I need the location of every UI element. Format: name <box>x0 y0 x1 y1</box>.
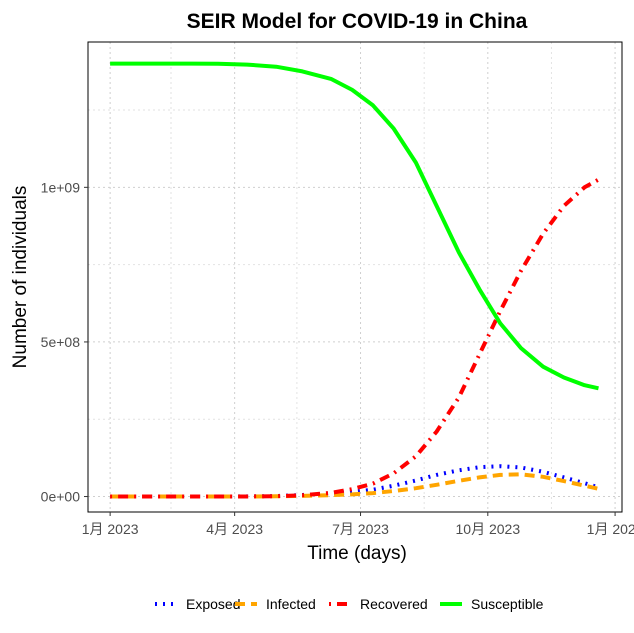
y-tick-label: 5e+08 <box>41 334 81 350</box>
y-axis: 0e+00 5e+08 1e+09 <box>41 179 88 505</box>
legend-label-susceptible: Susceptible <box>471 596 544 612</box>
plot-border <box>87 41 623 513</box>
x-tick-label: 1月 2023 <box>82 521 139 537</box>
x-tick-label: 4月 2023 <box>206 521 263 537</box>
series-line-recovered <box>110 177 600 499</box>
x-axis-title: Time (days) <box>307 543 407 564</box>
y-tick-label: 0e+00 <box>41 489 81 505</box>
series-line-exposed <box>110 464 600 499</box>
chart-title: SEIR Model for COVID-19 in China <box>187 10 528 33</box>
x-axis: 1月 2023 4月 2023 7月 2023 10月 2023 1月 2024 <box>82 512 634 537</box>
legend: Exposed Infected Recovered Susceptible <box>155 596 544 612</box>
y-axis-title: Number of individuals <box>10 186 31 369</box>
legend-label-exposed: Exposed <box>186 596 240 612</box>
x-tick-label: 10月 2023 <box>456 521 521 537</box>
series-line-susceptible <box>110 61 599 391</box>
series-lines <box>110 61 600 499</box>
x-tick-label: 1月 2024 <box>587 521 634 537</box>
grid <box>88 42 622 512</box>
legend-label-recovered: Recovered <box>360 596 428 612</box>
series-line-infected <box>110 472 599 499</box>
y-tick-label: 1e+09 <box>41 179 81 195</box>
x-tick-label: 7月 2023 <box>332 521 389 537</box>
legend-label-infected: Infected <box>266 596 316 612</box>
